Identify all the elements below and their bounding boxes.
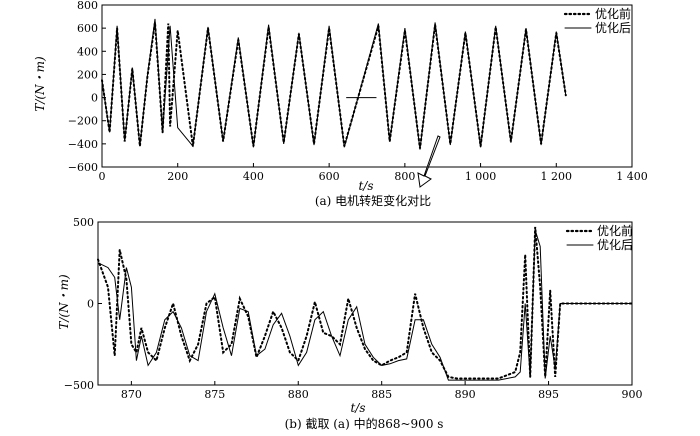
- ytick-label: −600: [68, 161, 98, 174]
- legend-label-before: 优化前: [595, 6, 631, 21]
- panel-b-xlabel: t/s: [350, 401, 365, 415]
- panel-a-xlabel: t/s: [358, 179, 373, 193]
- panel-b: 870 875 880 885 890 895 900 −500 0 500 T/(N・m) t/…: [57, 216, 643, 431]
- xtick-label: 900: [622, 388, 643, 401]
- xtick-label: 875: [204, 388, 225, 401]
- xtick-label: 880: [288, 388, 309, 401]
- xtick-label: 0: [99, 170, 106, 183]
- legend-label-after: 优化后: [597, 238, 633, 252]
- ytick-label: −500: [64, 379, 94, 392]
- legend-label-before: 优化前: [597, 223, 633, 238]
- xtick-label: 1 000: [465, 170, 497, 183]
- ytick-label: 0: [87, 298, 94, 311]
- panel-a: 0 200 400 600 800 1 000 1 200 1 400 −600 −400 −200…: [33, 0, 648, 208]
- ytick-label: 600: [77, 22, 98, 35]
- ytick-label: −200: [68, 115, 98, 128]
- ytick-label: −400: [68, 138, 98, 151]
- panel-b-frame: [97, 221, 633, 386]
- panel-a-series: [101, 18, 567, 150]
- series-line-after: [101, 18, 567, 150]
- xtick-label: 400: [243, 170, 264, 183]
- ytick-label: 0: [91, 92, 98, 105]
- panel-a-ylabel: T/(N・m): [33, 56, 47, 112]
- xtick-label: 800: [394, 170, 415, 183]
- series-line-before: [97, 226, 633, 380]
- ytick-label: 200: [77, 68, 98, 81]
- xtick-label: 895: [538, 388, 559, 401]
- legend-label-after: 优化后: [595, 21, 631, 35]
- xtick-label: 600: [319, 170, 340, 183]
- ytick-label: 500: [73, 216, 94, 229]
- xtick-label: 200: [167, 170, 188, 183]
- zoom-arrow-icon: [417, 135, 441, 188]
- xtick-label: 885: [371, 388, 392, 401]
- series-line-after: [97, 230, 633, 381]
- xtick-label: 1 400: [616, 170, 648, 183]
- xtick-label: 890: [455, 388, 476, 401]
- xtick-label: 1 200: [541, 170, 573, 183]
- ytick-label: 400: [77, 45, 98, 58]
- panel-b-ylabel: T/(N・m): [57, 274, 71, 330]
- panel-b-series: [97, 226, 633, 381]
- caption-b: (b) 截取 (a) 中的868~900 s: [285, 416, 444, 431]
- ytick-label: 800: [77, 0, 98, 12]
- caption-a: (a) 电机转矩变化对比: [315, 193, 431, 208]
- xtick-label: 870: [121, 388, 142, 401]
- panel-a-frame: [101, 4, 633, 168]
